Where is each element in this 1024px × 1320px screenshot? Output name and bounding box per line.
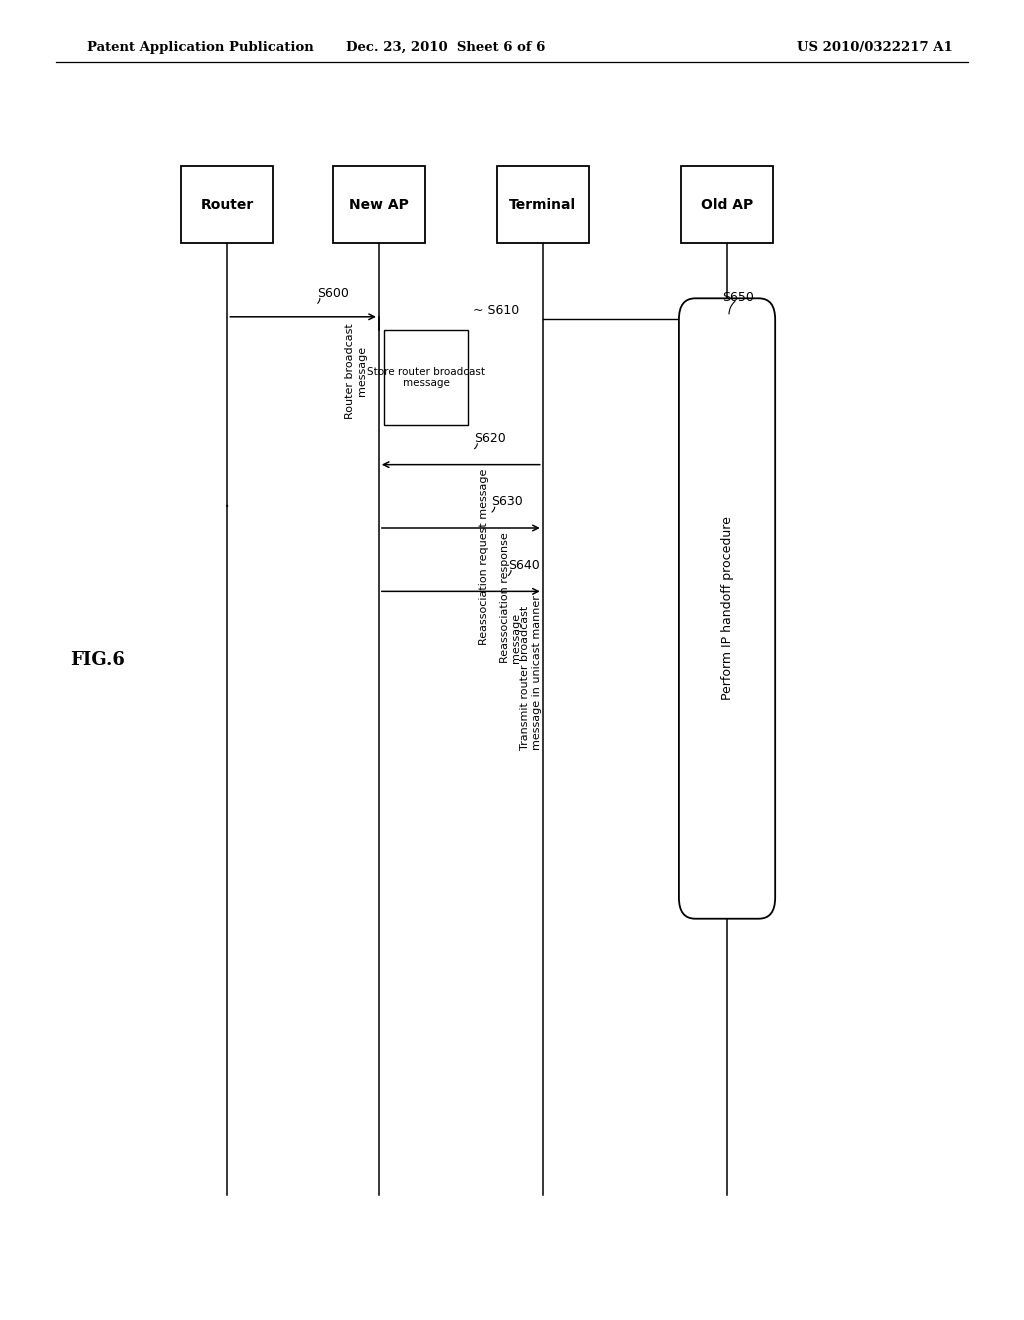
Text: S640: S640 [508, 558, 540, 572]
Text: ~ S610: ~ S610 [473, 304, 519, 317]
Text: S650: S650 [722, 290, 754, 304]
Text: US 2010/0322217 A1: US 2010/0322217 A1 [797, 41, 952, 54]
Text: Perform IP handoff procedure: Perform IP handoff procedure [721, 516, 733, 701]
Text: Router broadcast
message: Router broadcast message [345, 323, 367, 420]
Bar [497, 166, 589, 243]
Text: Reassociation response
message: Reassociation response message [500, 532, 521, 663]
Bar [181, 166, 273, 243]
Bar [333, 166, 425, 243]
Text: S600: S600 [317, 286, 349, 300]
Bar [681, 166, 773, 243]
Text: S620: S620 [474, 432, 506, 445]
Text: Patent Application Publication: Patent Application Publication [87, 41, 313, 54]
Text: Transmit router broadcast
message in unicast manner: Transmit router broadcast message in uni… [520, 595, 542, 750]
Text: New AP: New AP [349, 198, 409, 211]
Text: Store router broadcast
message: Store router broadcast message [367, 367, 485, 388]
Text: Reassociation request message: Reassociation request message [479, 469, 489, 645]
Text: S630: S630 [492, 495, 523, 508]
Text: Router: Router [201, 198, 254, 211]
Bar [384, 330, 468, 425]
Text: FIG.6: FIG.6 [70, 651, 125, 669]
FancyBboxPatch shape [679, 298, 775, 919]
Text: Terminal: Terminal [509, 198, 577, 211]
Text: .: . [224, 492, 230, 511]
Text: Dec. 23, 2010  Sheet 6 of 6: Dec. 23, 2010 Sheet 6 of 6 [346, 41, 545, 54]
Text: Old AP: Old AP [700, 198, 754, 211]
